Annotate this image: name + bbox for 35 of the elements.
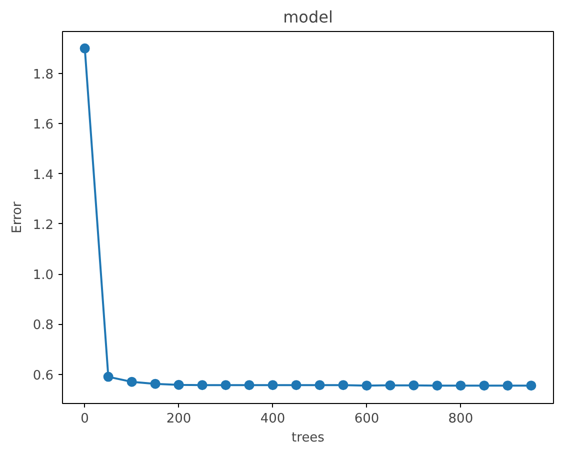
point	[408, 380, 419, 390]
point	[174, 380, 184, 390]
y-tick-label: 0.6	[32, 368, 54, 384]
point	[197, 380, 208, 390]
point	[291, 380, 302, 390]
y-tick-label: 1.6	[32, 118, 54, 133]
y-tick-label: 1.2	[32, 218, 54, 233]
point	[479, 380, 490, 391]
y-axis-title: Error	[10, 201, 25, 234]
point	[526, 380, 536, 391]
point	[362, 380, 372, 391]
x-tick-label: 400	[260, 412, 286, 426]
y-tick-label: 0.8	[32, 318, 54, 334]
point	[150, 378, 160, 389]
point	[244, 380, 254, 390]
point	[432, 380, 442, 391]
x-tick-label: 0	[80, 412, 89, 426]
point	[456, 380, 466, 391]
y-tick-label: 1.8	[32, 67, 54, 82]
x-tick-label: 600	[354, 412, 380, 426]
point	[338, 380, 348, 390]
point	[502, 380, 513, 391]
x-axis-title: trees	[292, 430, 325, 446]
y-tick-label: 1.4	[32, 168, 54, 183]
point	[80, 43, 90, 54]
point	[268, 380, 278, 390]
y-tick-label: 1.0	[32, 268, 54, 284]
x-tick-label: 200	[166, 412, 192, 426]
point	[220, 380, 231, 390]
point	[314, 380, 325, 390]
x-tick-label: 800	[448, 412, 474, 426]
point	[103, 372, 114, 382]
chart-title: model	[283, 8, 333, 26]
point	[385, 380, 396, 390]
point	[126, 376, 137, 387]
